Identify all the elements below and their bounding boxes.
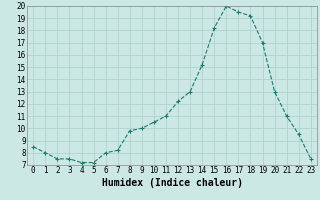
X-axis label: Humidex (Indice chaleur): Humidex (Indice chaleur) (101, 178, 243, 188)
